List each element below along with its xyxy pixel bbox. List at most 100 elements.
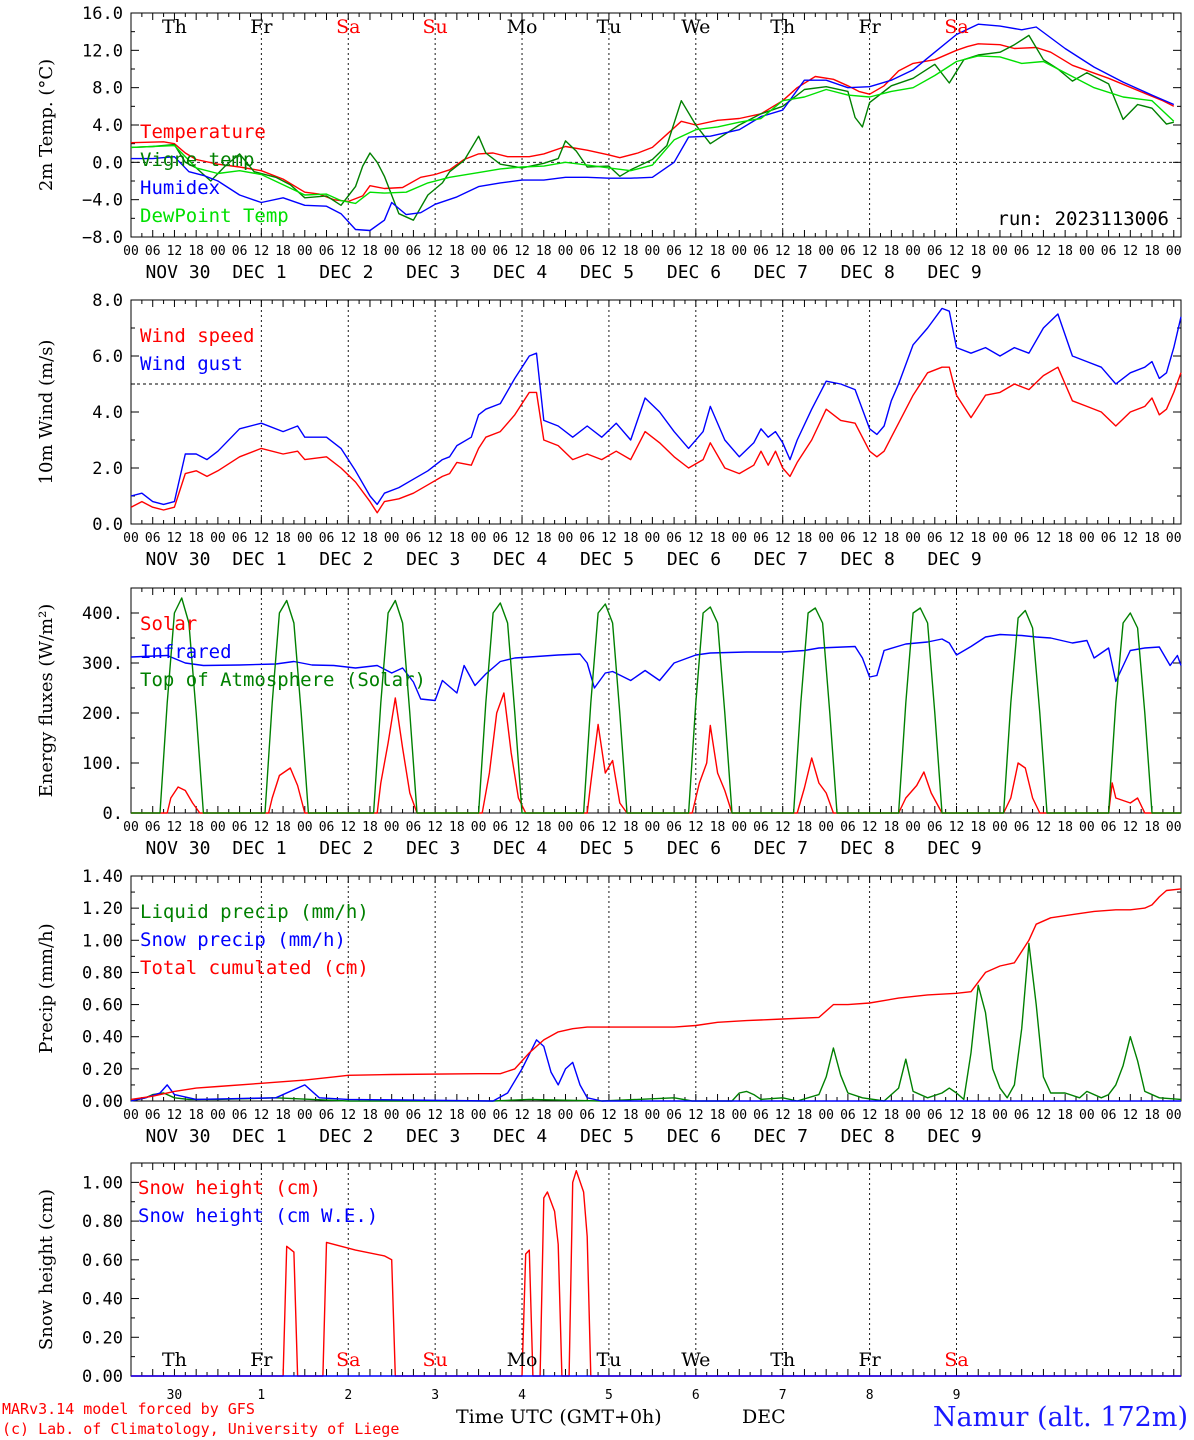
- weekday-label: Sa: [336, 16, 360, 38]
- date-label: DEC 3: [406, 549, 460, 570]
- hour-label: 18: [970, 820, 986, 835]
- hour-label: 12: [340, 1108, 356, 1123]
- month-label: DEC: [742, 1406, 786, 1428]
- y-tick-label: 0.20: [82, 1060, 123, 1080]
- hour-label: 18: [188, 820, 204, 835]
- date-label: DEC 3: [406, 838, 460, 859]
- date-label: DEC 2: [319, 838, 373, 859]
- hour-label: 06: [406, 820, 422, 835]
- y-tick-label: −8.0: [82, 228, 123, 248]
- hour-label: 12: [1122, 531, 1138, 546]
- date-label: DEC 5: [580, 1126, 634, 1147]
- hour-label: 12: [775, 820, 791, 835]
- y-tick-label: 0.80: [82, 963, 123, 983]
- hour-label: 18: [1057, 531, 1073, 546]
- y-tick-label: 0.00: [82, 1367, 123, 1387]
- hour-label: 12: [775, 531, 791, 546]
- hour-label: 00: [210, 531, 226, 546]
- panel-1: −8.0 −4.0 0.0 4.0 8.0 12.0 16.0 2m Temp. (°C) 00…: [36, 4, 1182, 283]
- hour-label: 00: [1166, 244, 1182, 259]
- legend-entry: Liquid precip (mm/h): [140, 901, 369, 923]
- hour-label: 18: [362, 1108, 378, 1123]
- date-label: DEC 2: [319, 262, 373, 283]
- panel-4: 0.00 0.20 0.40 0.60 0.80 1.00 1.20 1.40 Precip (…: [36, 867, 1182, 1147]
- date-label: DEC 1: [232, 549, 286, 570]
- hour-label: 00: [1079, 531, 1095, 546]
- legend-entry: Wind speed: [140, 325, 254, 347]
- y-tick-label: 1.20: [82, 899, 123, 919]
- legend-entry: DewPoint Temp: [140, 205, 289, 227]
- y-tick-label: 4.0: [92, 116, 123, 136]
- hour-label: 12: [427, 531, 443, 546]
- hour-label: 18: [970, 1108, 986, 1123]
- legend-entry: Snow precip (mm/h): [140, 929, 346, 951]
- weekday-label: Fr: [250, 1349, 273, 1371]
- y-tick-label: 2.0: [92, 459, 123, 479]
- hour-label: 06: [579, 244, 595, 259]
- hour-label: 00: [123, 820, 139, 835]
- hour-label: 06: [492, 244, 508, 259]
- hour-label: 12: [1036, 1108, 1052, 1123]
- date-label: DEC 6: [667, 262, 721, 283]
- series-line-infrared: [130, 633, 1182, 702]
- hour-label: 00: [210, 1108, 226, 1123]
- hour-label: 18: [1057, 244, 1073, 259]
- hour-label: 12: [1122, 1108, 1138, 1123]
- hour-label: 06: [145, 1108, 161, 1123]
- weekday-label: Th: [162, 1349, 187, 1371]
- hour-label: 00: [992, 1108, 1008, 1123]
- hour-label: 18: [536, 244, 552, 259]
- y-axis-title: Energy fluxes (W/m²): [36, 604, 57, 798]
- hour-label: 12: [1122, 244, 1138, 259]
- weekday-label: Fr: [250, 16, 273, 38]
- date-label: DEC 8: [841, 549, 895, 570]
- date-label: DEC 2: [319, 1126, 373, 1147]
- hour-label: 00: [645, 1108, 661, 1123]
- date-label: DEC 8: [841, 1126, 895, 1147]
- hour-label: 06: [145, 244, 161, 259]
- hour-label: 00: [210, 820, 226, 835]
- series-line-top-of-atmosphere-solar-: [131, 597, 1181, 814]
- weekday-label: Th: [770, 1349, 795, 1371]
- hour-label: 12: [688, 531, 704, 546]
- hour-label: 18: [623, 531, 639, 546]
- hour-label: 06: [145, 820, 161, 835]
- hour-label: 00: [731, 531, 747, 546]
- hour-label: 06: [1014, 244, 1030, 259]
- weekday-label: Fr: [858, 1349, 881, 1371]
- series-line-humidex: [131, 23, 1175, 232]
- panel-3: 0. 100. 200. 300. 400. Energy fluxes (W/m²) 00…: [36, 587, 1182, 859]
- series-line-wind-speed: [130, 366, 1182, 514]
- hour-label: 18: [884, 531, 900, 546]
- hour-label: 06: [753, 820, 769, 835]
- legend-entry: Humidex: [140, 177, 220, 199]
- hour-label: 06: [1014, 820, 1030, 835]
- hour-label: 18: [884, 244, 900, 259]
- hour-label: 00: [731, 1108, 747, 1123]
- hour-label: 00: [384, 531, 400, 546]
- hour-label: 18: [1144, 244, 1160, 259]
- hour-label: 00: [297, 244, 313, 259]
- y-tick-label: 4.0: [92, 403, 123, 423]
- hour-label: 00: [992, 820, 1008, 835]
- date-label: DEC 1: [232, 838, 286, 859]
- hour-label: 00: [645, 820, 661, 835]
- date-label: DEC 3: [406, 1126, 460, 1147]
- hour-label: 18: [884, 820, 900, 835]
- y-tick-label: −4.0: [82, 191, 123, 211]
- hour-label: 00: [905, 1108, 921, 1123]
- hour-label: 18: [710, 244, 726, 259]
- hour-label: 18: [275, 1108, 291, 1123]
- day-number-label: 2: [344, 1388, 352, 1403]
- y-tick-label: 400.: [82, 604, 123, 624]
- date-label: DEC 4: [493, 838, 547, 859]
- hour-label: 12: [862, 1108, 878, 1123]
- hour-label: 12: [949, 531, 965, 546]
- hour-label: 06: [1014, 531, 1030, 546]
- hour-label: 06: [840, 244, 856, 259]
- hour-label: 06: [840, 820, 856, 835]
- legend-entry: Snow height (cm): [138, 1177, 321, 1199]
- y-tick-label: 1.00: [82, 1173, 123, 1193]
- hour-label: 12: [601, 820, 617, 835]
- date-label: NOV 30: [145, 1126, 210, 1147]
